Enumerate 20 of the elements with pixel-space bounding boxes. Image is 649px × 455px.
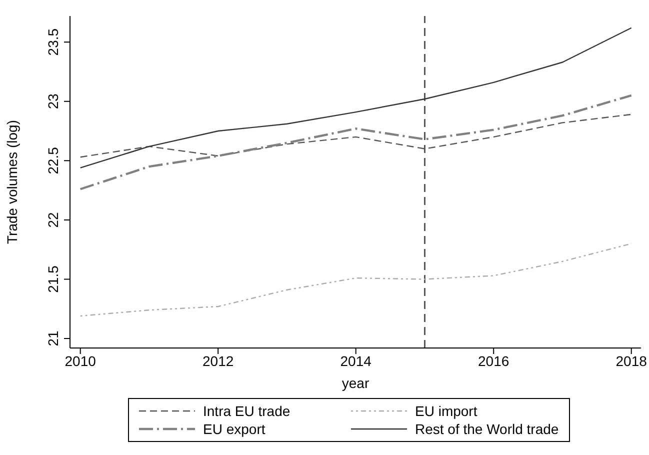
x-tick-label: 2014 — [340, 352, 372, 369]
x-tick-label: 2012 — [202, 352, 234, 369]
line-series — [80, 27, 632, 168]
x-axis-title: year — [342, 375, 370, 391]
legend-label: Intra EU trade — [203, 403, 290, 419]
y-tick-label: 22.5 — [45, 146, 61, 174]
line-series — [80, 243, 632, 317]
y-axis-title: Trade volumes (log) — [4, 120, 20, 244]
x-tick-label: 2010 — [64, 352, 96, 369]
y-tick-label: 23.5 — [45, 28, 61, 56]
y-tick-label: 21.5 — [45, 265, 61, 293]
y-tick-label: 23 — [45, 93, 61, 110]
x-tick-label: 2018 — [616, 352, 648, 369]
line-series — [79, 94, 632, 190]
x-tick-label: 2016 — [478, 352, 510, 369]
legend-label: EU export — [203, 421, 266, 437]
legend-label: Rest of the World trade — [415, 421, 559, 437]
y-tick-label: 21 — [45, 330, 61, 346]
legend-label: EU import — [415, 403, 478, 419]
y-tick-label: 22 — [45, 212, 61, 228]
